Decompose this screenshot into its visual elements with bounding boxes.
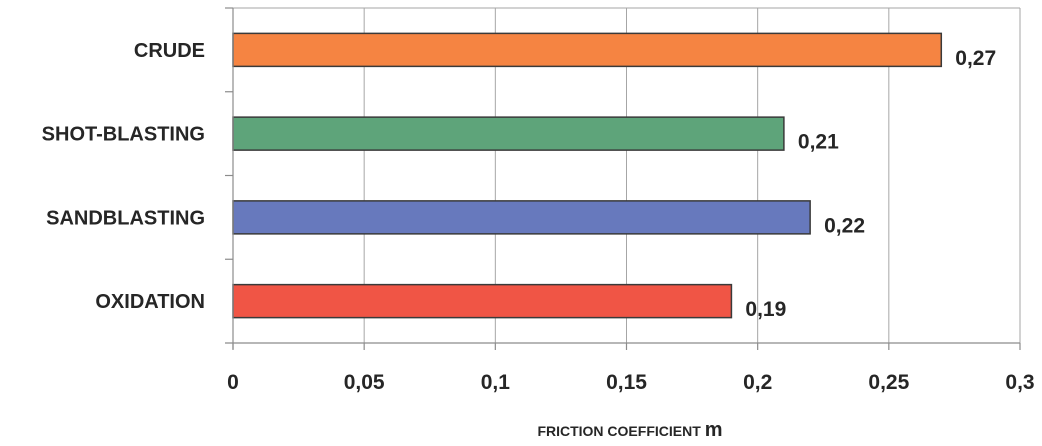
x-tick-label: 0,2 bbox=[743, 371, 772, 394]
x-tick-label: 0,15 bbox=[606, 371, 647, 394]
category-label: SHOT-BLASTING bbox=[42, 124, 205, 146]
x-axis-title: FRICTION COEFFICIENT m bbox=[537, 419, 722, 441]
category-label: OXIDATION bbox=[95, 291, 205, 313]
bar-oxidation bbox=[232, 283, 733, 319]
x-tick-label: 0,05 bbox=[344, 371, 385, 394]
bar-shot-blasting bbox=[232, 116, 785, 151]
category-label: CRUDE bbox=[134, 40, 205, 62]
x-tick-label: 0,1 bbox=[481, 371, 511, 394]
axes bbox=[225, 7, 1021, 350]
data-label: 0,19 bbox=[745, 298, 786, 321]
x-tick-label: 0 bbox=[227, 371, 239, 394]
x-axis-title-symbol: m bbox=[705, 419, 723, 441]
data-label: 0,27 bbox=[955, 47, 996, 70]
bar-sandblasting bbox=[232, 200, 811, 235]
data-label: 0,21 bbox=[798, 131, 839, 154]
x-axis-title-text: FRICTION COEFFICIENT bbox=[537, 423, 701, 439]
data-label: 0,22 bbox=[824, 214, 865, 237]
category-label: SANDBLASTING bbox=[46, 207, 205, 229]
labels: 0 0,05 0,1 0,15 0,2 0,25 0,3 CRUDE 0,27 SHOT-BLAS… bbox=[42, 40, 1035, 394]
x-tick-label: 0,3 bbox=[1005, 371, 1034, 394]
bars bbox=[232, 32, 943, 319]
x-tick-label: 0,25 bbox=[868, 371, 909, 394]
bar-crude bbox=[232, 32, 943, 68]
